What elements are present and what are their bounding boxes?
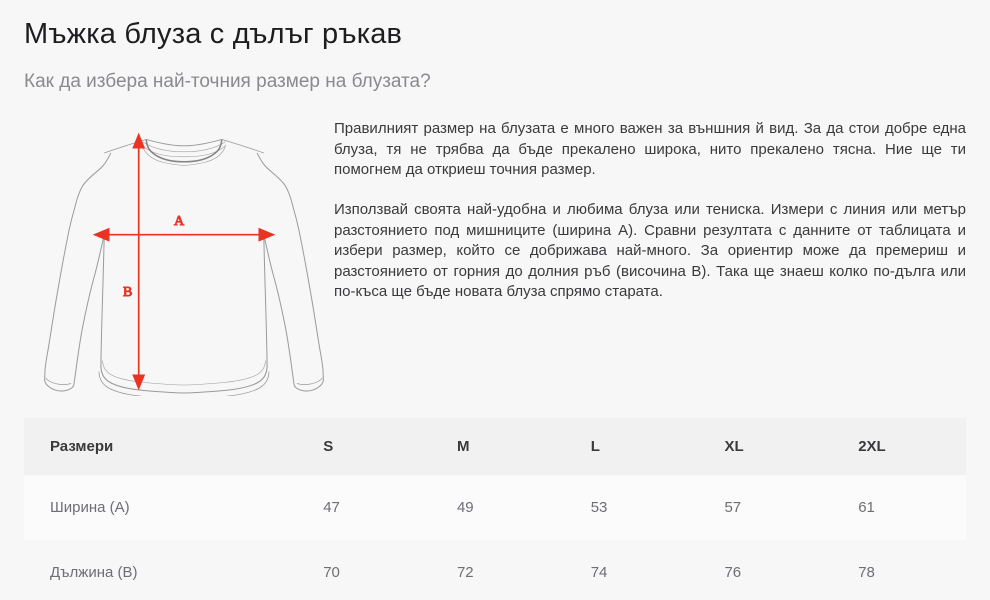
svg-text:B: B [123,285,132,300]
svg-text:A: A [174,214,185,229]
